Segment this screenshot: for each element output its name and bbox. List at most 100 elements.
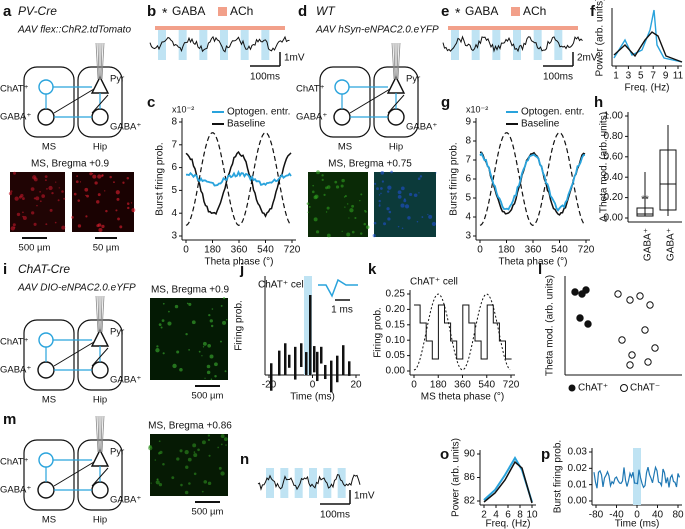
diagram-label: ChAT⁺ xyxy=(0,337,29,348)
scale-label: 500 µm xyxy=(192,507,224,518)
stim-window xyxy=(554,30,563,60)
micrograph-speck xyxy=(201,490,204,493)
projection xyxy=(45,459,101,491)
region-box xyxy=(23,66,75,138)
voltage-trace xyxy=(149,35,290,53)
chat-neuron xyxy=(38,452,54,468)
micrograph-speck xyxy=(334,180,338,184)
circuit-diagram: ChAT⁺ GABA⁺ Pyr GABA⁺ MS Hip xyxy=(296,42,437,153)
reference-theta xyxy=(185,131,292,226)
stim-bar xyxy=(155,26,285,30)
y-tick-label: 3 xyxy=(465,231,471,242)
histogram-bar xyxy=(305,352,308,376)
electrode xyxy=(100,415,103,453)
gaba-neuron xyxy=(37,481,55,499)
micrograph xyxy=(150,298,228,380)
projection xyxy=(341,86,397,118)
y-tick-label: 90 xyxy=(464,449,476,460)
electrode xyxy=(101,415,105,453)
micrograph-speck xyxy=(308,205,311,208)
micrograph-speck xyxy=(323,193,326,197)
micrograph xyxy=(10,172,65,232)
x-tick-label: 8 xyxy=(517,510,523,521)
micrograph-speck xyxy=(193,453,198,458)
micrograph-speck xyxy=(39,200,42,203)
label: MS, Bregma +0.75 xyxy=(328,159,412,170)
micrograph-speck xyxy=(313,217,318,222)
pyr-neuron xyxy=(90,75,110,94)
stim-window xyxy=(309,468,317,498)
y-tick-label: 0.15 xyxy=(386,319,406,330)
legend-label: Baseline xyxy=(227,119,266,130)
projection xyxy=(53,461,109,487)
micrograph-speck xyxy=(193,472,197,476)
micrograph-speck xyxy=(179,367,183,372)
micrograph-speck xyxy=(344,206,346,208)
micrograph-speck xyxy=(386,190,390,193)
diagram-label: Pyr xyxy=(406,74,420,85)
diagram-label: GABA⁺ xyxy=(0,112,31,123)
micrograph-speck xyxy=(156,345,159,348)
axis-title: Firing prob. xyxy=(373,307,384,358)
x-tick-label: 20 xyxy=(350,380,362,391)
panel-label: f xyxy=(590,3,596,20)
micrograph xyxy=(374,172,436,237)
electrode xyxy=(95,415,99,453)
electrode xyxy=(101,295,105,333)
micrograph-speck xyxy=(220,471,225,476)
micrograph-speck xyxy=(116,197,120,201)
box xyxy=(659,149,677,211)
micrograph-speck xyxy=(401,227,404,230)
axis-title: Freq. (Hz) xyxy=(486,519,531,529)
multiplier: x10⁻² xyxy=(466,104,488,114)
x-tick-label: 5 xyxy=(638,71,644,82)
micrograph-speck xyxy=(201,440,206,445)
stim-window xyxy=(261,30,270,60)
micrograph-speck xyxy=(20,193,24,198)
label: ChAT-Cre xyxy=(18,262,70,276)
micrograph xyxy=(308,172,368,237)
micrograph-speck xyxy=(97,174,102,179)
micrograph-speck xyxy=(12,223,16,227)
micrograph-speck xyxy=(363,222,367,226)
chat-neuron xyxy=(38,332,54,348)
gaba-hip-neuron xyxy=(91,361,109,379)
waveform xyxy=(318,278,358,298)
panel-label: m xyxy=(3,411,16,428)
micrograph-speck xyxy=(13,171,16,175)
micrograph-speck xyxy=(33,222,37,226)
label: MS, Bregma +0.86 xyxy=(148,421,232,432)
micrograph-speck xyxy=(321,174,324,177)
micrograph-speck xyxy=(202,346,205,348)
micrograph-speck xyxy=(10,190,13,193)
region-box xyxy=(23,439,75,511)
point xyxy=(618,336,626,344)
micrograph-speck xyxy=(158,482,163,487)
reference-theta xyxy=(413,293,511,371)
electrode xyxy=(97,415,100,453)
gaba-hip-neuron xyxy=(91,108,109,126)
diagram-label: MS xyxy=(42,395,56,406)
electrode xyxy=(396,42,399,80)
pyr-neuron xyxy=(386,75,406,94)
optogen-curve xyxy=(479,152,586,212)
micrograph-speck xyxy=(206,370,211,375)
electrode xyxy=(391,42,395,80)
micrograph-speck xyxy=(13,226,16,229)
micrograph-speck xyxy=(203,480,208,484)
x-tick-label: 540 xyxy=(478,380,495,391)
diagram-label: Pyr xyxy=(110,74,124,85)
micrograph-speck xyxy=(427,213,429,216)
cell-label: ChAT⁺ cell xyxy=(410,277,458,288)
y-tick-label: 3 xyxy=(171,231,177,242)
stim-window xyxy=(533,30,542,60)
micrograph-speck xyxy=(188,482,191,485)
micrograph-speck xyxy=(16,212,21,217)
histogram-bar xyxy=(309,295,312,375)
histogram-bar xyxy=(300,343,303,367)
histogram-bar xyxy=(320,346,323,364)
diagram-label: GABA⁺ xyxy=(110,495,141,506)
micrograph-speck xyxy=(346,203,349,205)
micrograph-speck xyxy=(387,185,392,190)
micrograph-speck xyxy=(413,193,418,198)
